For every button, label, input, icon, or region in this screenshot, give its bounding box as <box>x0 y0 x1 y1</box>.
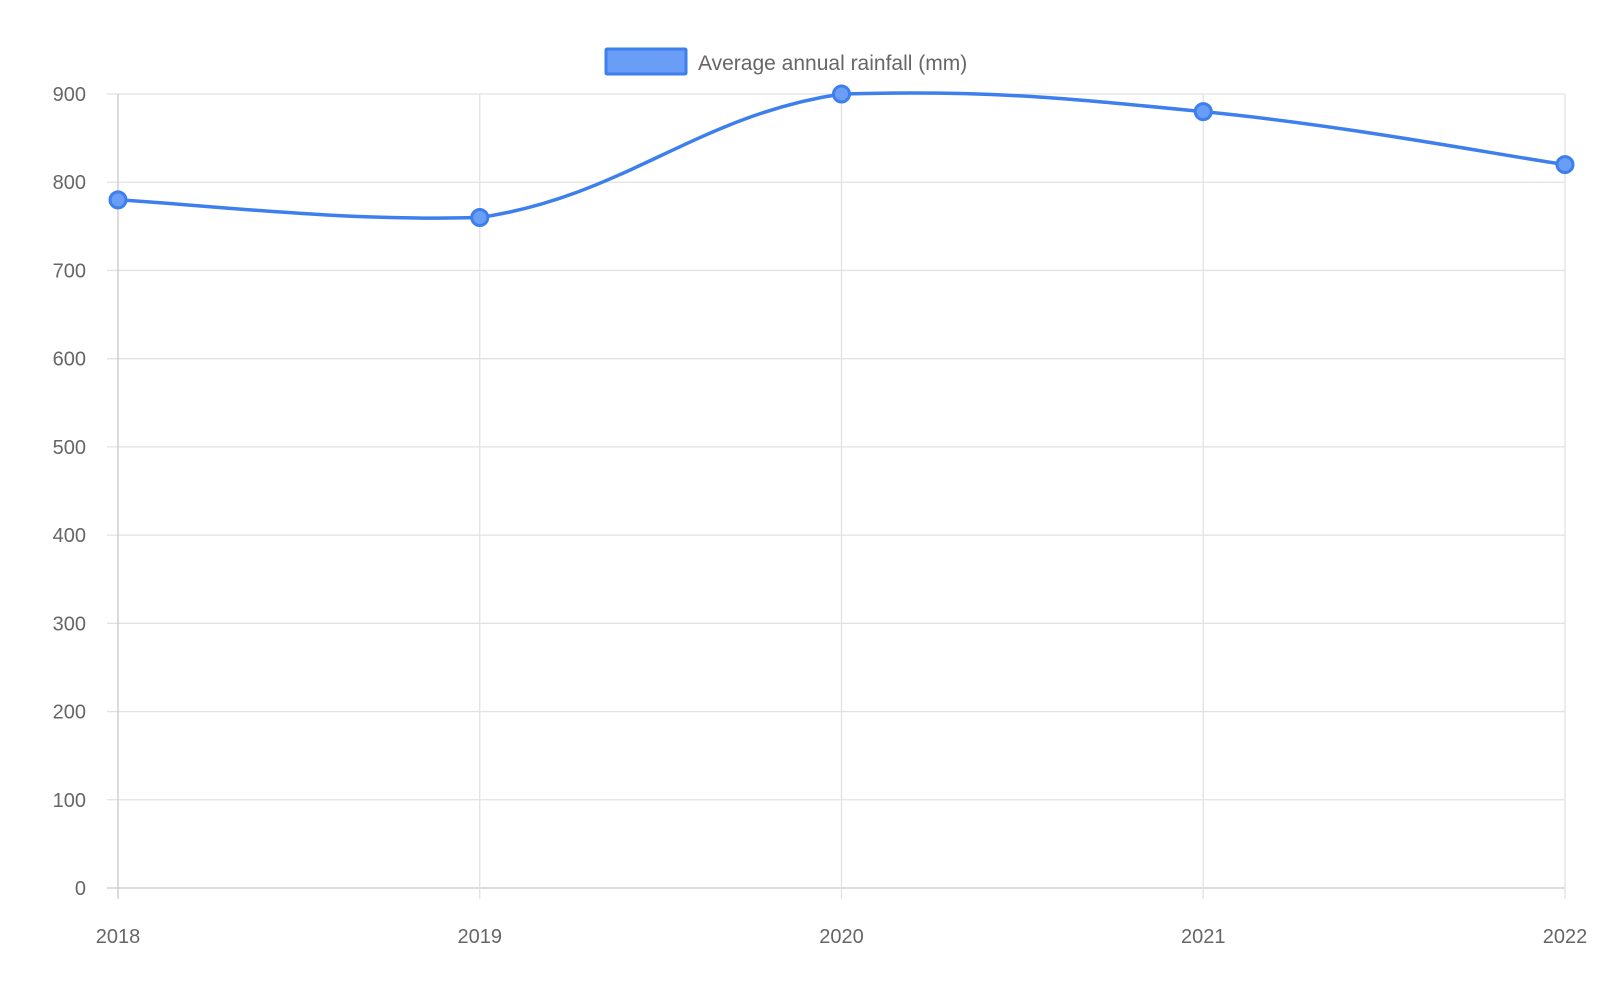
y-tick-label: 200 <box>53 702 86 724</box>
grid-layer <box>107 93 1566 899</box>
axis-layer: 0 100 200 300 400 500 600 700 800 900 2018 2019 2020… <box>53 84 1588 948</box>
x-tick-label: 2021 <box>1181 926 1226 948</box>
data-point[interactable] <box>1555 155 1575 175</box>
data-point[interactable] <box>108 190 128 210</box>
x-tick-label: 2019 <box>458 926 503 948</box>
y-tick-label: 300 <box>53 613 86 635</box>
legend-swatch[interactable] <box>604 47 688 76</box>
y-tick-label: 800 <box>53 172 86 194</box>
data-point[interactable] <box>470 208 490 228</box>
x-tick-label: 2022 <box>1543 926 1588 948</box>
series-layer <box>108 84 1575 228</box>
data-point[interactable] <box>1193 102 1213 122</box>
y-tick-label: 500 <box>53 437 86 459</box>
y-tick-label: 0 <box>75 878 86 900</box>
x-tick-label: 2018 <box>96 926 141 948</box>
data-point[interactable] <box>832 84 851 104</box>
y-tick-label: 400 <box>53 525 86 547</box>
y-tick-label: 100 <box>53 790 86 812</box>
x-tick-label: 2020 <box>819 926 864 948</box>
y-tick-label: 700 <box>53 260 86 282</box>
legend-label[interactable]: Average annual rainfall (mm) <box>698 52 967 75</box>
y-tick-label: 600 <box>53 349 86 371</box>
legend[interactable]: Average annual rainfall (mm) <box>604 47 967 76</box>
y-tick-label: 900 <box>53 84 86 106</box>
